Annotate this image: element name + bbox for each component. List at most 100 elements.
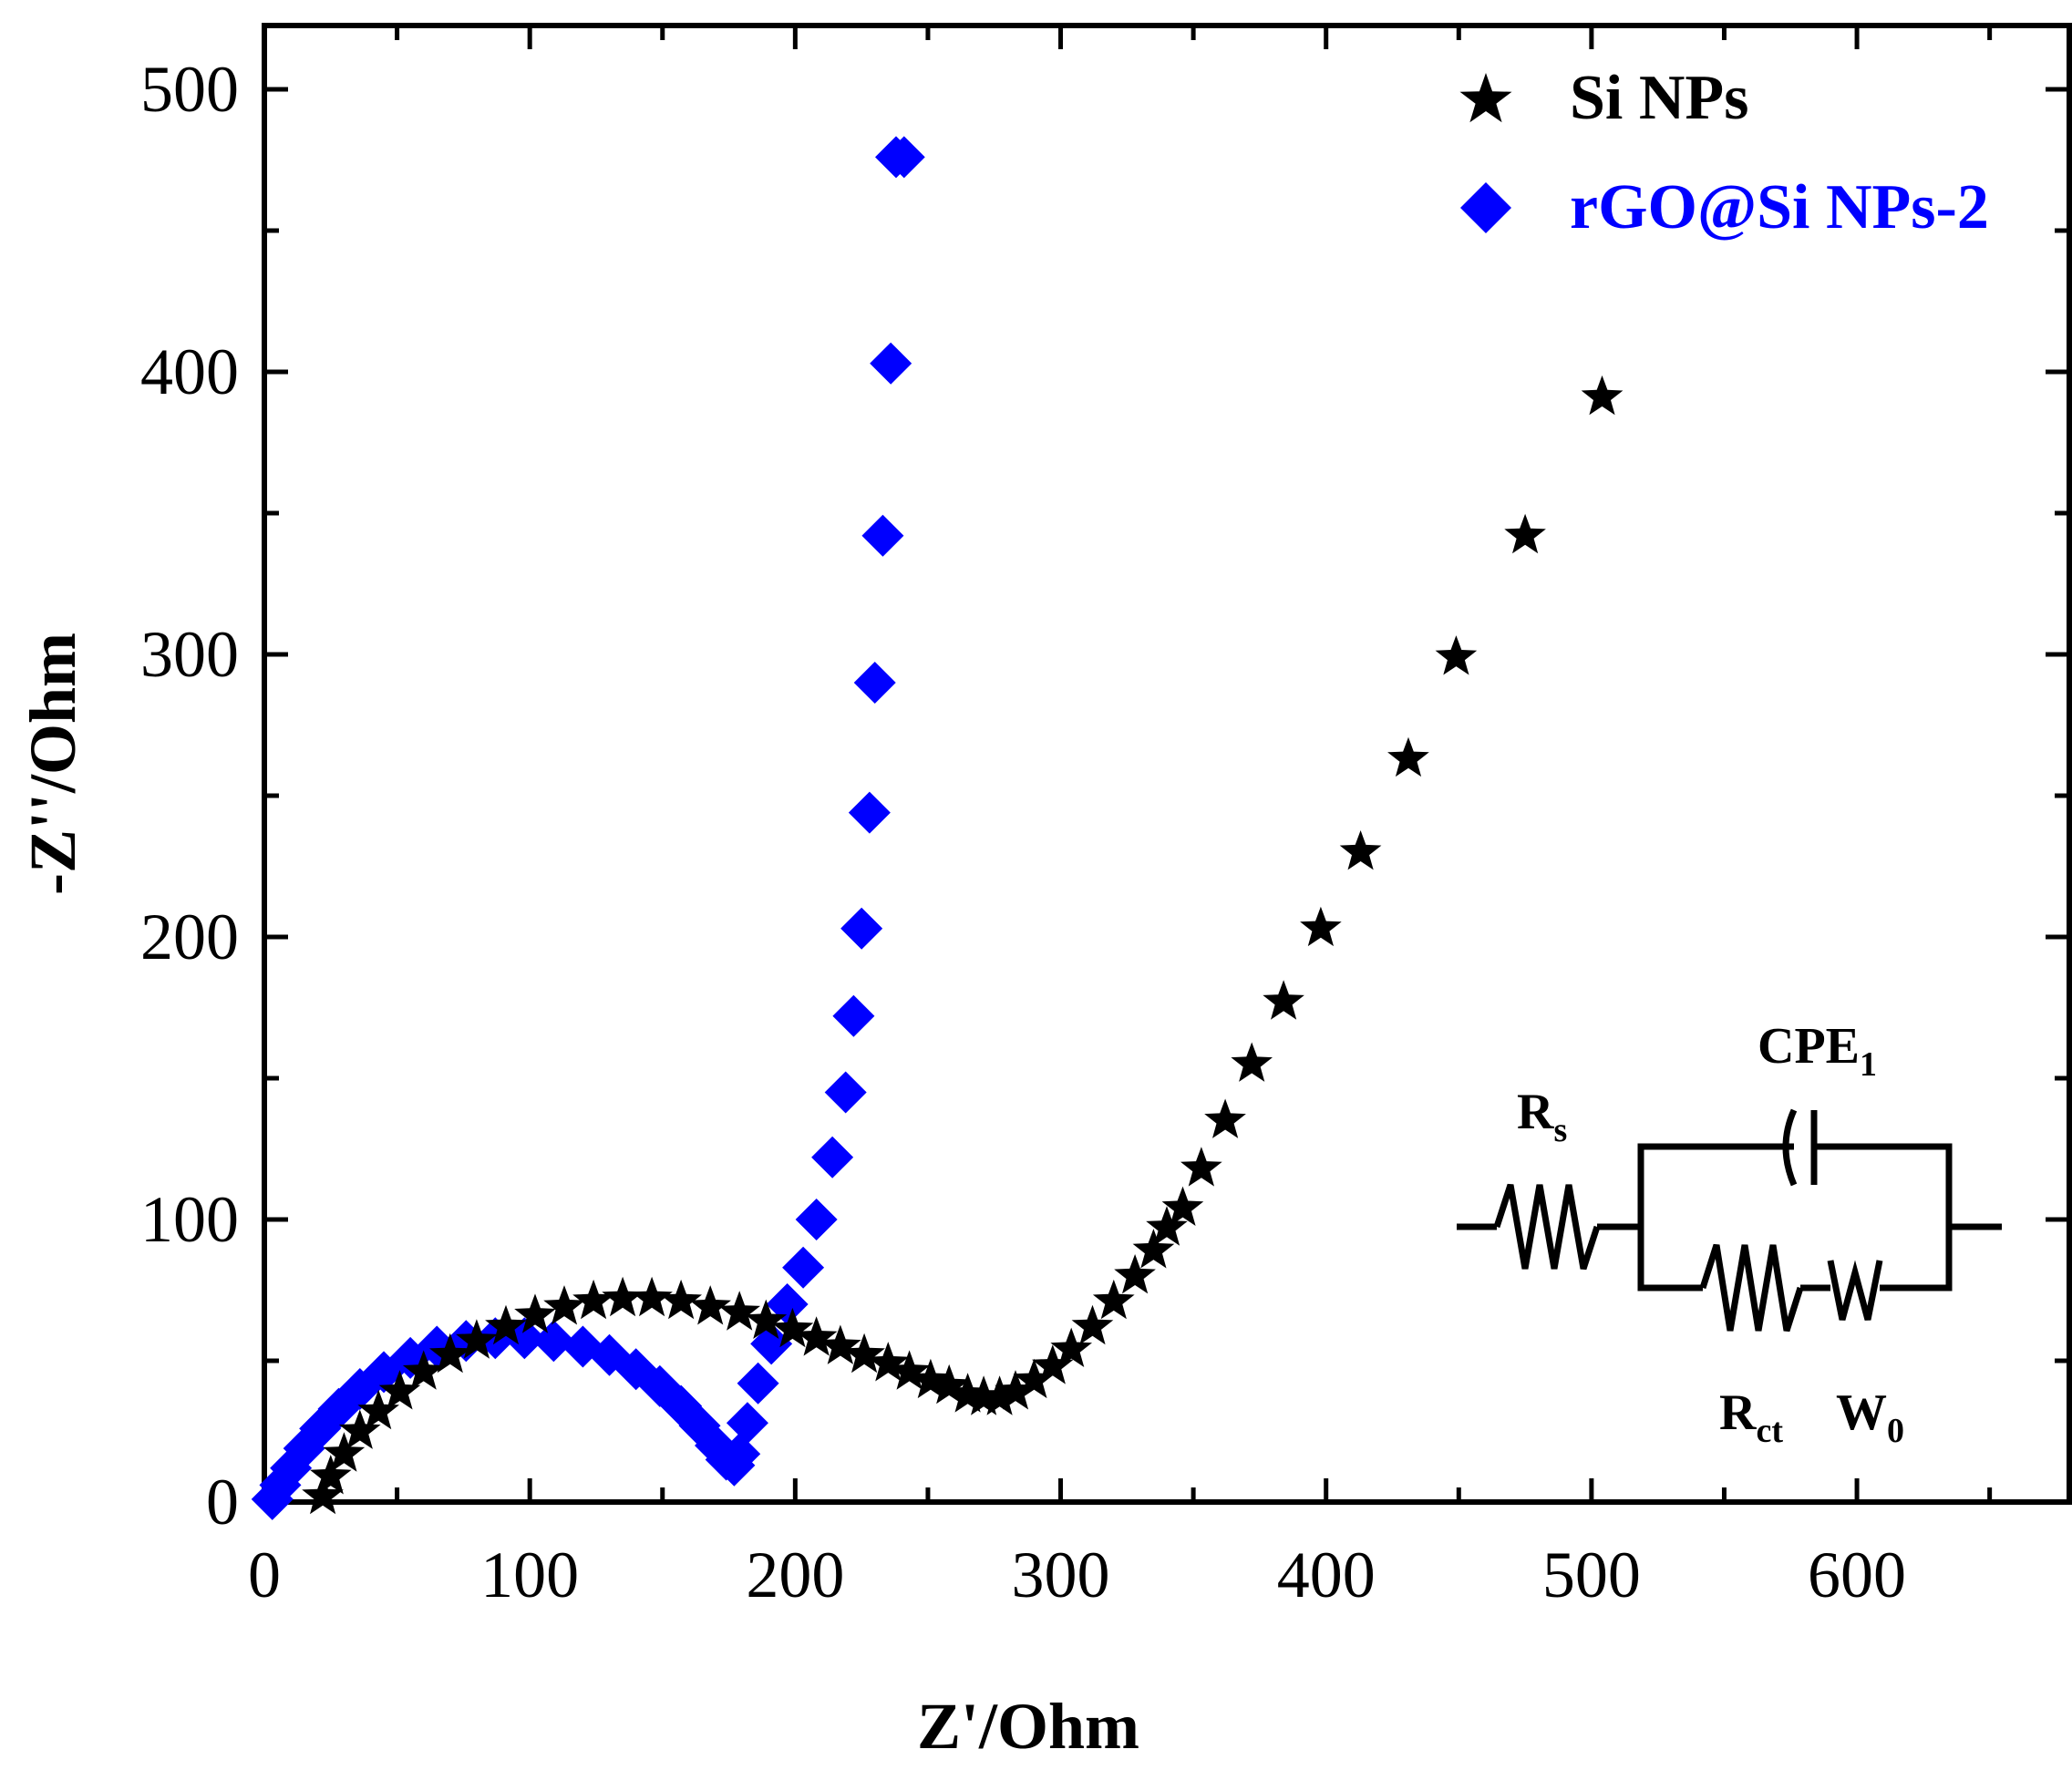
- data-point-star: [995, 1370, 1036, 1410]
- data-point-star: [928, 1364, 971, 1405]
- data-point-star: [1050, 1327, 1092, 1367]
- data-point-star: [1013, 1358, 1056, 1399]
- equivalent-circuit: [1457, 1108, 2002, 1333]
- data-point-star: [1263, 980, 1304, 1020]
- data-point-star: [1180, 1147, 1222, 1187]
- data-point-star: [771, 1307, 814, 1348]
- y-axis-tick-labels: 0 100 200 300 400 500: [140, 53, 239, 1538]
- data-point-star: [745, 1299, 788, 1339]
- data-point-star: [631, 1276, 673, 1317]
- data-point-star: [514, 1293, 556, 1333]
- data-point-star: [1387, 736, 1429, 777]
- data-point-star: [572, 1279, 614, 1320]
- x-tick-label: 500: [1542, 1538, 1641, 1611]
- data-point-diamond: [782, 1246, 825, 1289]
- data-point-star: [1132, 1229, 1175, 1269]
- data-point-star: [1581, 375, 1624, 416]
- circuit-lower-branch-right: [1880, 1227, 1953, 1291]
- data-point-star: [795, 1316, 838, 1356]
- data-point-diamond: [795, 1199, 838, 1240]
- data-point-diamond: [811, 1136, 854, 1178]
- x-tick-label: 600: [1808, 1538, 1906, 1611]
- y-tick-label: 500: [140, 53, 239, 126]
- data-point-star: [485, 1304, 527, 1345]
- x-tick-label: 0: [248, 1538, 281, 1611]
- data-point-star: [718, 1291, 760, 1331]
- circuit-label-cpe1: CPE1: [1758, 1018, 1877, 1084]
- data-point-star: [888, 1350, 931, 1390]
- series-rgo-si-nps-2: [251, 136, 925, 1520]
- data-point-star: [323, 1432, 366, 1472]
- series-si-nps: [302, 375, 1624, 1515]
- y-tick-label: 400: [140, 335, 239, 408]
- data-point-star: [429, 1333, 471, 1374]
- x-tick-label: 300: [1012, 1538, 1110, 1611]
- x-axis-ticks: [262, 26, 1993, 1502]
- legend-marker-si-nps: [1459, 73, 1512, 123]
- data-point-star: [978, 1375, 1021, 1415]
- data-point-star: [302, 1474, 344, 1515]
- data-point-diamond: [718, 1433, 761, 1476]
- data-point-star: [910, 1358, 952, 1399]
- data-point-star: [1231, 1042, 1273, 1082]
- x-axis-title: Z'/Ohm: [917, 1690, 1139, 1763]
- data-point-star: [963, 1375, 1005, 1415]
- data-point-diamond: [737, 1362, 779, 1405]
- data-point-diamond: [870, 342, 912, 385]
- data-point-star: [1504, 513, 1546, 554]
- x-tick-label: 200: [746, 1538, 844, 1611]
- data-point-star: [1092, 1279, 1135, 1320]
- data-point-star: [660, 1279, 702, 1320]
- x-tick-label: 100: [480, 1538, 579, 1611]
- data-point-star: [1146, 1206, 1188, 1246]
- data-point-star: [1071, 1304, 1114, 1345]
- circuit-label-w0: W0: [1836, 1384, 1904, 1450]
- data-point-star: [689, 1285, 731, 1325]
- data-point-star: [1204, 1098, 1246, 1138]
- warburg-element-icon: [1827, 1260, 1883, 1321]
- legend-marker-rgo-si-nps-2: [1460, 182, 1511, 233]
- data-point-star: [378, 1370, 421, 1410]
- legend-label-rgo-si-nps-2: rGO@Si NPs-2: [1570, 172, 1989, 242]
- circuit-lower-branch-left: [1637, 1227, 1703, 1291]
- data-point-star: [602, 1276, 644, 1317]
- data-point-diamond: [882, 136, 925, 179]
- x-axis-tick-labels: 0 100 200 300 400 500 600: [248, 1538, 1906, 1611]
- data-point-diamond: [726, 1402, 768, 1445]
- data-point-diamond: [840, 907, 883, 950]
- data-point-star: [1339, 830, 1382, 870]
- y-tick-label: 0: [206, 1466, 239, 1538]
- data-point-star: [543, 1285, 585, 1325]
- x-tick-label: 400: [1277, 1538, 1376, 1611]
- data-point-star: [310, 1455, 352, 1495]
- y-tick-label: 300: [140, 618, 239, 691]
- data-point-star: [1435, 635, 1478, 675]
- circuit-upper-branch-right: [1814, 1143, 1953, 1227]
- data-point-diamond: [832, 994, 875, 1037]
- resistor-rs-icon: [1493, 1183, 1601, 1271]
- data-point-diamond: [848, 791, 891, 834]
- data-point-diamond: [824, 1071, 867, 1114]
- circuit-label-rct: Rct: [1719, 1384, 1783, 1450]
- data-point-star: [339, 1409, 381, 1449]
- data-point-diamond: [532, 1320, 575, 1363]
- legend-label-si-nps: Si NPs: [1570, 63, 1748, 133]
- data-point-star: [843, 1333, 885, 1374]
- data-point-diamond: [853, 662, 896, 704]
- data-point-star: [820, 1324, 861, 1364]
- y-tick-label: 200: [140, 900, 239, 973]
- y-tick-label: 100: [140, 1183, 239, 1256]
- data-point-star: [1300, 906, 1342, 947]
- data-point-diamond: [861, 514, 904, 557]
- data-point-star: [1161, 1186, 1204, 1226]
- resistor-rct-icon: [1699, 1243, 1804, 1333]
- data-series-layer: [251, 136, 1624, 1520]
- circuit-upper-branch-left: [1637, 1143, 1794, 1227]
- legend: Si NPs rGO@Si NPs-2: [1459, 63, 1989, 242]
- data-point-star: [867, 1342, 910, 1382]
- data-point-star: [402, 1350, 445, 1390]
- data-point-star: [1032, 1344, 1074, 1384]
- plot-frame: [262, 23, 2072, 1505]
- data-point-star: [357, 1389, 399, 1430]
- data-point-star: [456, 1319, 498, 1359]
